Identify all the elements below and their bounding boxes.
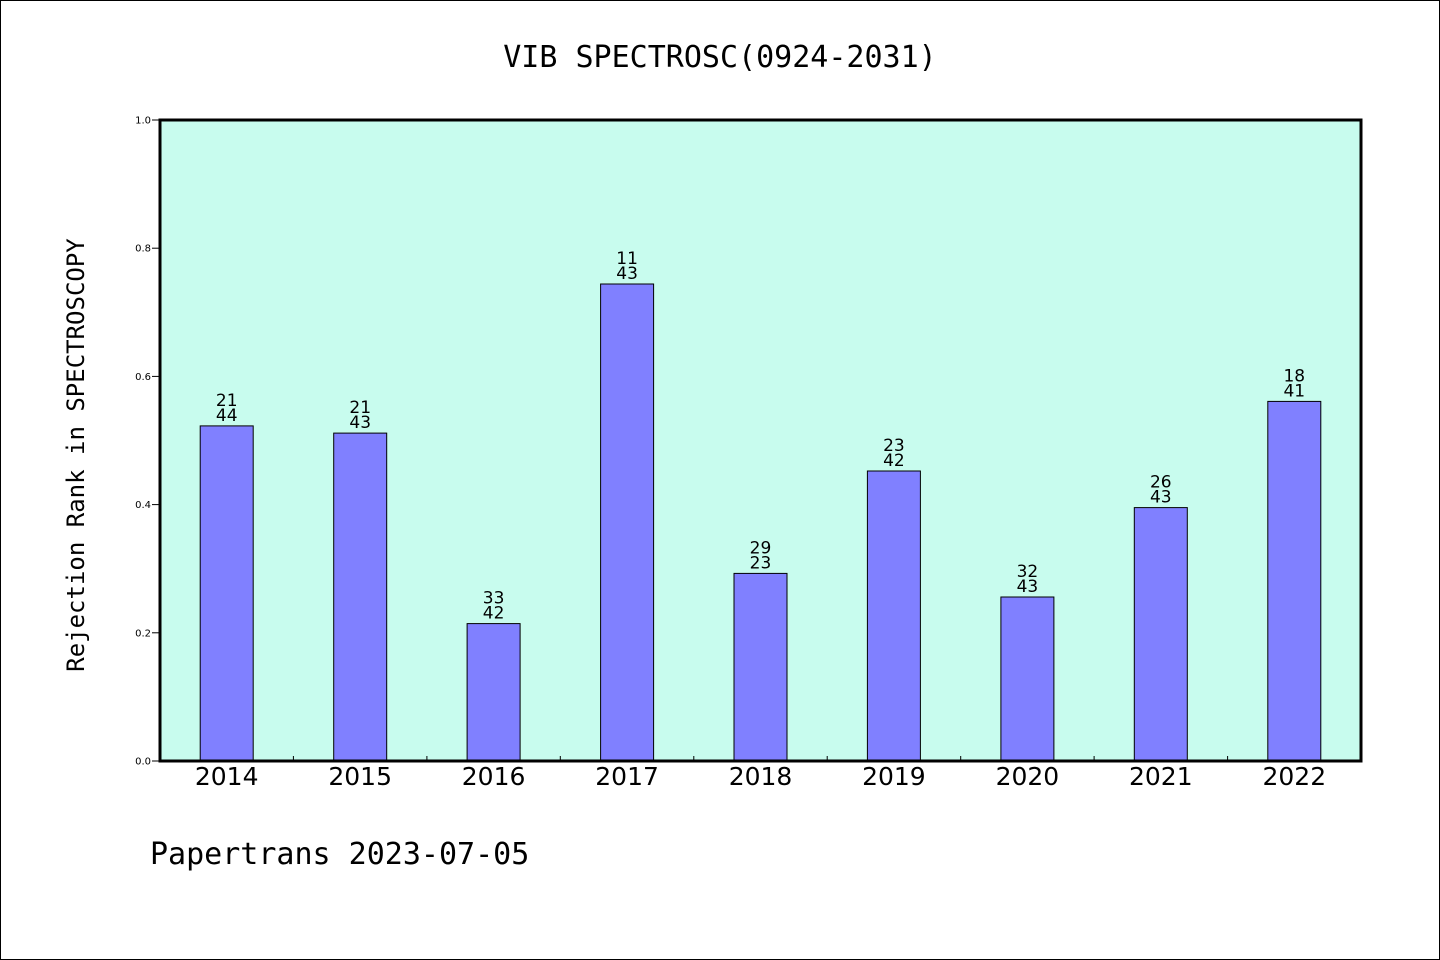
data-label-top-2014: 21	[216, 391, 238, 411]
data-label-bottom-2020: 43	[1017, 577, 1039, 597]
data-label-bottom-2019: 42	[883, 451, 905, 471]
x-tick-label-2014: 2014	[195, 762, 259, 791]
data-label-top-2017: 11	[616, 249, 638, 269]
y-tick-label-0: 0.0	[135, 757, 151, 768]
data-label-bottom-2016: 42	[483, 604, 505, 624]
x-tick-label-2021: 2021	[1129, 762, 1193, 791]
bar-2019	[866, 470, 921, 762]
footer-text: Papertrans 2023-07-05	[150, 837, 529, 872]
data-label-bottom-2014: 44	[216, 406, 238, 426]
bar-2014	[199, 425, 254, 762]
x-tick-label-2015: 2015	[328, 762, 392, 791]
bar-2016	[466, 623, 521, 762]
bar-2018	[733, 572, 788, 762]
x-tick-label-2020: 2020	[996, 762, 1060, 791]
data-label-top-2016: 33	[483, 589, 505, 609]
y-tick-label-4: 0.8	[135, 244, 151, 255]
y-tick-label-3: 0.6	[135, 372, 151, 383]
bars-layer	[199, 283, 1322, 762]
x-tick-label-2022: 2022	[1262, 762, 1326, 791]
bar-2021	[1133, 507, 1188, 762]
chart-title: VIB SPECTROSC(0924-2031)	[503, 40, 936, 75]
data-label-bottom-2015: 43	[349, 413, 371, 433]
data-label-top-2018: 29	[750, 538, 772, 558]
y-tick-label-2: 0.4	[135, 500, 151, 511]
data-label-bottom-2018: 23	[750, 553, 772, 573]
data-label-bottom-2022: 41	[1283, 381, 1305, 401]
y-tick-label-1: 0.2	[135, 628, 151, 639]
plot-border	[158, 118, 1363, 763]
x-tick-label-2018: 2018	[729, 762, 793, 791]
data-label-top-2019: 23	[883, 436, 905, 456]
data-label-top-2015: 21	[349, 398, 371, 418]
data-label-top-2021: 26	[1150, 473, 1172, 493]
y-tick-label-5: 1.0	[135, 116, 151, 127]
bar-2022	[1267, 400, 1322, 762]
axis-layer: 2014 2015 2016 2017 2018 2019 2020 2021 2022 0.0 0…	[135, 116, 1326, 792]
x-tick-label-2019: 2019	[862, 762, 926, 791]
y-axis-label: Rejection Rank in SPECTROSCOPY	[62, 238, 90, 672]
data-label-bottom-2017: 43	[616, 264, 638, 284]
bar-2017	[600, 283, 655, 762]
data-label-top-2022: 18	[1283, 366, 1305, 386]
data-label-bottom-2021: 43	[1150, 488, 1172, 508]
x-tick-label-2016: 2016	[462, 762, 526, 791]
x-tick-label-2017: 2017	[595, 762, 659, 791]
bar-2015	[333, 432, 388, 762]
data-label-top-2020: 32	[1017, 562, 1039, 582]
bar-2020	[1000, 596, 1055, 762]
